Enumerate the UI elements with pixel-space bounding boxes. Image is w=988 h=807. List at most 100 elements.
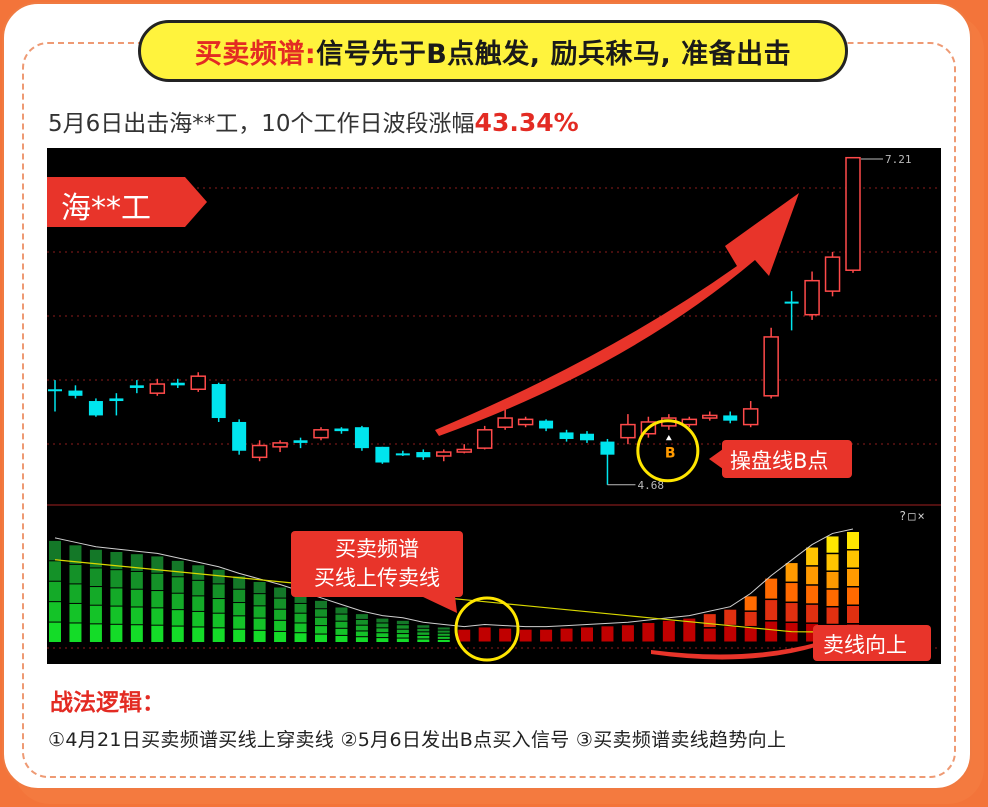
spectrum-buy-bar [192, 565, 205, 580]
spectrum-buy-bar [233, 603, 246, 616]
stock-tag: 海**工 [47, 177, 207, 227]
candle-body-down [580, 433, 594, 441]
callout-b-point: 操盘线B点 [709, 440, 852, 478]
spectrum-buy-bar [69, 623, 82, 642]
candle-body-up [804, 279, 820, 316]
candle-body-down [784, 301, 799, 304]
spectrum-buy-bar [437, 627, 450, 630]
b-point-circle [636, 419, 700, 483]
spectrum-buy-bar [315, 626, 327, 634]
spectrum-buy-bar [396, 625, 409, 629]
candle-body-down [170, 382, 185, 386]
callout-signal-pointer [421, 596, 457, 613]
spectrum-buy-bar [376, 623, 389, 628]
spectrum-sell-bar [765, 578, 778, 599]
candle-body-down [109, 398, 124, 402]
spectrum-buy-bar [376, 628, 389, 633]
callout-b-point-text: 操盘线B点 [730, 449, 829, 473]
spectrum-sell-bar [785, 583, 798, 602]
spectrum-buy-bar [396, 620, 409, 625]
spectrum-buy-bar [417, 625, 430, 628]
spectrum-buy-bar [233, 629, 246, 642]
spectrum-sell-bar [847, 606, 859, 623]
spectrum-buy-bar [396, 629, 409, 634]
candle-body-up [517, 418, 534, 426]
spectrum-buy-bar [212, 613, 225, 628]
b-marker-label: B [665, 445, 676, 461]
candle-body-down [539, 420, 554, 429]
candle-body-up [742, 408, 759, 426]
spectrum-buy-bar [294, 613, 307, 623]
candle-body-up [620, 423, 636, 439]
candle-body-up [763, 336, 779, 397]
spectrum-buy-bar [417, 632, 430, 635]
spectrum-buy-bar [171, 560, 184, 577]
spectrum-buy-bar [376, 618, 389, 623]
spectrum-buy-bar [171, 610, 184, 626]
spectrum-sell-bar [744, 627, 757, 642]
spectrum-buy-bar [89, 568, 102, 587]
candle-body-down [723, 415, 738, 421]
spectrum-buy-bar [49, 602, 61, 622]
spectrum-sell-bar [806, 566, 819, 585]
spectrum-sell-bar [826, 536, 839, 553]
spectrum-buy-bar [130, 554, 143, 571]
spectrum-sell-bar [621, 625, 634, 642]
spectrum-buy-bar [274, 609, 287, 620]
candle-body-down [334, 428, 349, 432]
callout-signal: 买卖频谱 买线上传卖线 [291, 531, 463, 613]
candle-body-up [251, 444, 268, 459]
spectrum-buy-bar [253, 606, 266, 618]
spectrum-sell-bar [826, 589, 839, 606]
spectrum-sell-bar [826, 607, 839, 624]
spectrum-sell-bar [765, 621, 778, 642]
logic-text: ①4月21日买卖频谱买线上穿卖线 ②5月6日发出B点买入信号 ③买卖频谱卖线趋势… [48, 729, 787, 751]
spectrum-buy-bar [151, 591, 164, 608]
spectrum-buy-bar [355, 631, 368, 637]
spectrum-buy-bar [130, 607, 143, 625]
callout-signal-line1: 买卖频谱 [335, 537, 419, 561]
candle-body-down [600, 441, 615, 455]
spectrum-sell-bar [826, 571, 839, 589]
spectrum-buy-bar [274, 587, 287, 598]
spectrum-sell-bar [519, 629, 532, 642]
spectrum-buy-bar [89, 624, 102, 642]
spectrum-buy-bar [253, 618, 266, 630]
stock-chart[interactable]: 7.21 4.68 B [47, 148, 941, 664]
subtitle-text: 5月6日出击海**工，10个工作日波段涨幅 [48, 111, 475, 137]
candle-body-up [702, 414, 718, 419]
spectrum-buy-bar [212, 584, 225, 599]
candle-body-up [681, 418, 698, 426]
spectrum-buy-bar [233, 576, 246, 589]
spectrum-buy-bar [274, 598, 287, 609]
candle-body-down [375, 446, 390, 463]
b-marker-arrow [665, 435, 672, 441]
spectrum-buy-bar [417, 635, 430, 639]
spectrum-buy-bar [253, 594, 266, 606]
spectrum-buy-bar [355, 625, 368, 631]
spectrum-sell-bar [806, 547, 819, 566]
spectrum-buy-bar [376, 633, 389, 638]
spectrum-buy-bar [294, 623, 307, 633]
spectrum-buy-bar [355, 619, 368, 625]
panel-icons[interactable]: ?□× [899, 509, 927, 523]
callout-signal-line2: 买线上传卖线 [314, 566, 440, 590]
high-price-label: 7.21 [885, 153, 912, 166]
candle-body-up [149, 383, 166, 394]
spectrum-buy-bar [151, 625, 164, 642]
spectrum-buy-bar [315, 609, 327, 617]
candle-body-down [232, 421, 247, 451]
spectrum-sell-bar [847, 587, 859, 605]
spectrum-sell-bar [724, 609, 737, 625]
spectrum-buy-bar [89, 549, 102, 568]
callout-sell-up-text: 卖线向上 [823, 633, 907, 657]
cross-circle [454, 596, 520, 662]
spectrum-sell-bar [601, 626, 614, 642]
spectrum-buy-bar [192, 596, 205, 611]
headline-prefix: 买卖频谱: [194, 38, 317, 70]
candle-body-down [129, 385, 144, 388]
spectrum-buy-bar [151, 556, 164, 573]
spectrum-buy-bar [233, 589, 246, 603]
spectrum-buy-bar [212, 628, 225, 642]
spectrum-buy-bar [130, 571, 143, 589]
